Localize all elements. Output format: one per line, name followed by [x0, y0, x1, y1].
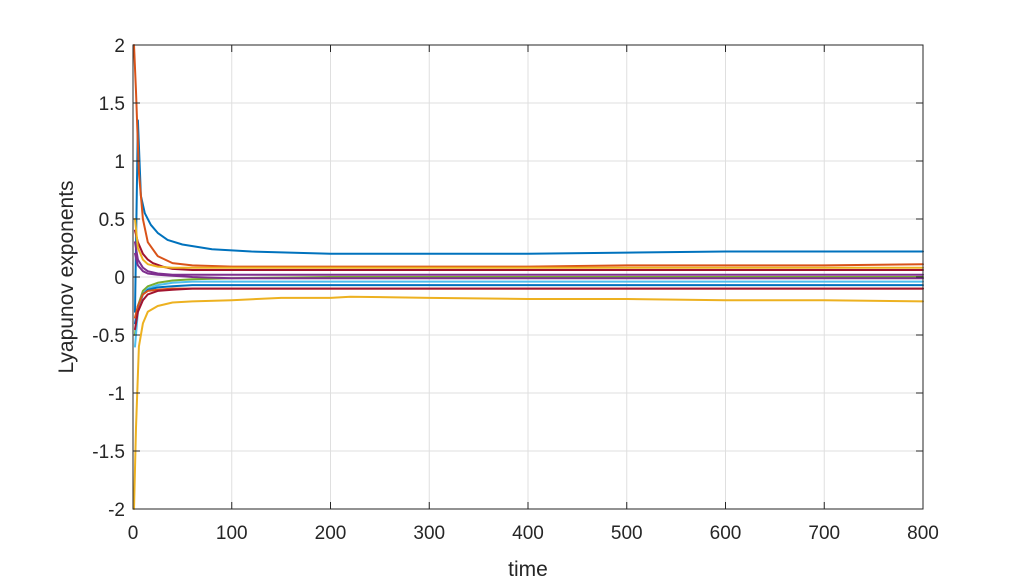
y-tick-label: 0.5	[99, 210, 125, 231]
x-tick-labels: 0 100 200 300 400 500 600 700 800	[128, 523, 939, 544]
series-line-12	[134, 287, 924, 331]
x-tick-label: 500	[611, 523, 643, 544]
x-tick-label: 700	[808, 523, 840, 544]
series-line-4	[134, 241, 924, 276]
series-group	[133, 44, 924, 510]
y-tick-label: -1.5	[92, 442, 125, 463]
y-tick-label: -1	[108, 384, 125, 405]
series-line-3	[133, 295, 924, 510]
y-tick-label: 0	[114, 268, 125, 289]
y-tick-label: 2	[114, 36, 125, 57]
x-tick-label: 0	[128, 523, 139, 544]
x-tick-label: 200	[315, 523, 347, 544]
series-line-2	[133, 44, 924, 268]
series-line-6	[134, 280, 924, 348]
x-tick-label: 100	[216, 523, 248, 544]
tick-marks	[132, 44, 924, 510]
series-line-10	[134, 252, 924, 280]
x-tick-label: 300	[413, 523, 445, 544]
series-line-9	[134, 287, 924, 319]
y-tick-label: -2	[108, 500, 125, 521]
series-line-11	[134, 218, 924, 269]
x-axis-label: time	[508, 558, 548, 581]
y-tick-labels: -2 -1.5 -1 -0.5 0 0.5 1 1.5 2	[92, 36, 125, 521]
series-line-8	[134, 284, 924, 325]
x-tick-label: 400	[512, 523, 544, 544]
series-line-7	[134, 229, 924, 271]
y-tick-label: 1	[114, 152, 125, 173]
series-line-1	[134, 119, 924, 313]
y-axis-label: Lyapunov exponents	[55, 180, 78, 373]
x-tick-label: 600	[710, 523, 742, 544]
y-tick-label: 1.5	[99, 94, 125, 115]
y-tick-label: -0.5	[92, 326, 125, 347]
x-tick-label: 800	[907, 523, 939, 544]
